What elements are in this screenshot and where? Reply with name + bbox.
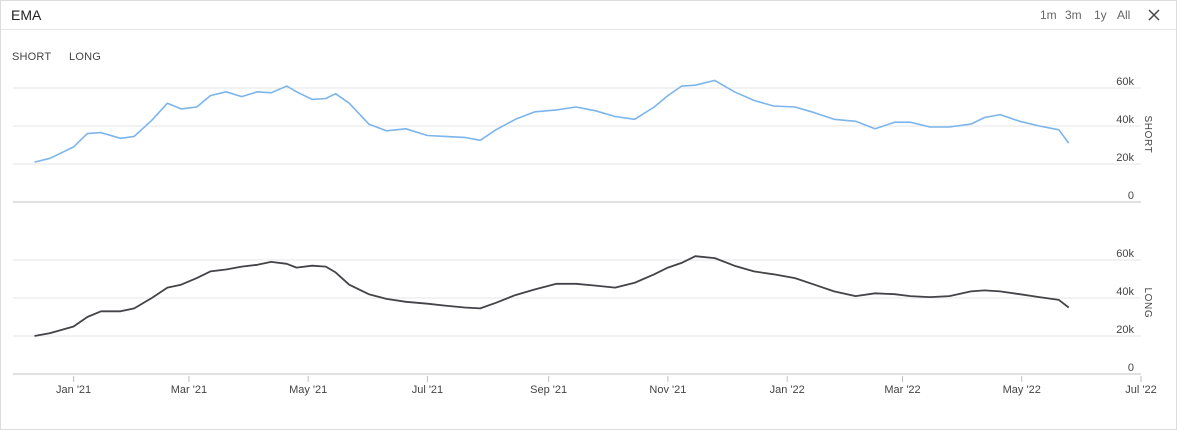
panel-long: 0 20k 40k 60k LONG bbox=[13, 248, 1153, 375]
range-button-1y[interactable]: 1y bbox=[1094, 8, 1107, 22]
x-tick-label: Jan '21 bbox=[56, 384, 91, 396]
y-tick-label: 20k bbox=[1116, 324, 1134, 336]
x-tick-label: Mar '21 bbox=[171, 384, 207, 396]
x-tick-label: Mar '22 bbox=[884, 384, 920, 396]
range-button-all[interactable]: All bbox=[1117, 8, 1131, 22]
panel-title: EMA bbox=[11, 7, 42, 23]
series-line-long bbox=[34, 255, 1070, 337]
x-tick-label: Jan '22 bbox=[770, 384, 805, 396]
close-icon[interactable] bbox=[1146, 7, 1162, 23]
y-tick-label: 40k bbox=[1116, 114, 1134, 126]
x-tick-label: Sep '21 bbox=[530, 384, 567, 396]
y-tick-label: 60k bbox=[1116, 248, 1134, 260]
short-axis-label: SHORT bbox=[1142, 116, 1153, 154]
y-tick-label: 40k bbox=[1116, 286, 1134, 298]
panel-short: 0 20k 40k 60k SHORT bbox=[13, 76, 1153, 203]
legend-item-long[interactable]: LONG bbox=[69, 51, 101, 63]
legend-item-short[interactable]: SHORT bbox=[12, 51, 52, 63]
x-tick-label: Jul '21 bbox=[412, 384, 443, 396]
y-tick-label: 0 bbox=[1128, 190, 1134, 202]
series-line-short bbox=[34, 79, 1070, 163]
x-tick-label: Nov '21 bbox=[649, 384, 686, 396]
y-tick-label: 0 bbox=[1128, 362, 1134, 374]
panel-header: EMA 1m 3m 1y All bbox=[1, 1, 1176, 30]
range-button-1m[interactable]: 1m bbox=[1040, 8, 1057, 22]
x-tick-label: May '21 bbox=[289, 384, 327, 396]
x-tick-label: Jul '22 bbox=[1125, 384, 1156, 396]
x-tick-label: May '22 bbox=[1003, 384, 1041, 396]
long-axis-label: LONG bbox=[1142, 288, 1153, 319]
y-tick-label: 60k bbox=[1116, 76, 1134, 88]
range-button-3m[interactable]: 3m bbox=[1065, 8, 1082, 22]
y-tick-label: 20k bbox=[1116, 152, 1134, 164]
